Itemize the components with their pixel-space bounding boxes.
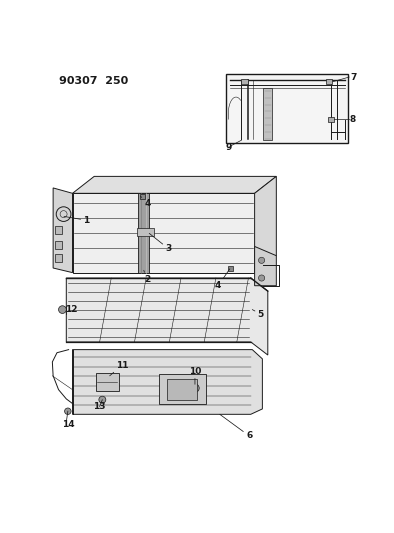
- Bar: [263, 88, 272, 140]
- Text: 12: 12: [65, 305, 78, 314]
- Polygon shape: [66, 278, 268, 355]
- Polygon shape: [72, 176, 276, 193]
- Text: 90307  250: 90307 250: [59, 76, 128, 85]
- Text: 4: 4: [141, 196, 151, 208]
- Bar: [226, 74, 348, 143]
- Polygon shape: [255, 176, 276, 273]
- Bar: [140, 194, 145, 199]
- Circle shape: [258, 257, 265, 263]
- Polygon shape: [53, 188, 72, 273]
- Text: 14: 14: [61, 419, 74, 429]
- Bar: [159, 374, 206, 403]
- Bar: [55, 254, 62, 262]
- Bar: [55, 227, 62, 234]
- Circle shape: [59, 306, 66, 313]
- Text: 9: 9: [226, 143, 232, 152]
- Bar: [328, 117, 334, 122]
- Text: 1: 1: [64, 216, 89, 225]
- Bar: [137, 228, 154, 236]
- Bar: [138, 193, 149, 273]
- Text: 5: 5: [252, 310, 264, 319]
- Bar: [227, 266, 233, 271]
- Text: 8: 8: [350, 115, 356, 124]
- Polygon shape: [72, 193, 255, 273]
- Text: 4: 4: [215, 269, 230, 290]
- Bar: [167, 379, 197, 400]
- Bar: [242, 78, 248, 84]
- Bar: [55, 241, 62, 249]
- Text: 10: 10: [189, 367, 201, 384]
- Text: 3: 3: [149, 233, 172, 253]
- Text: 2: 2: [144, 270, 150, 284]
- Polygon shape: [72, 350, 262, 414]
- Text: 7: 7: [350, 72, 356, 82]
- Circle shape: [191, 384, 199, 392]
- Text: 6: 6: [220, 414, 252, 440]
- Circle shape: [258, 275, 265, 281]
- Polygon shape: [255, 246, 276, 286]
- Circle shape: [99, 396, 106, 403]
- Text: 11: 11: [110, 360, 128, 376]
- Bar: [96, 373, 119, 391]
- Bar: [326, 78, 332, 84]
- Circle shape: [65, 408, 71, 415]
- Text: 13: 13: [93, 400, 106, 411]
